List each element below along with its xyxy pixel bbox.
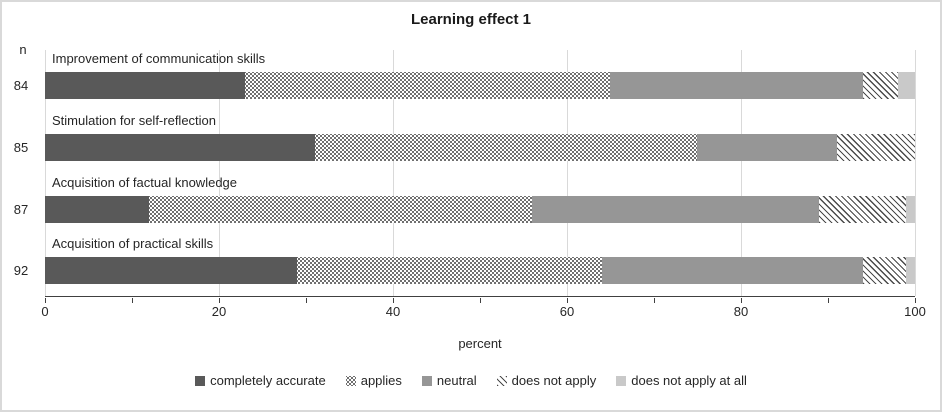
legend-swatch [345,375,356,386]
x-tick [131,298,133,303]
x-tick [827,298,829,303]
legend-swatch [195,375,206,386]
gridline [392,50,394,296]
gridline [914,50,916,296]
bar-segment-does-not-apply [862,72,898,99]
bar-segment-applies [149,195,533,223]
x-tick-label: 0 [41,304,49,319]
bar-segment-does-not-apply [862,257,907,285]
bar-segment-does-not-apply-at-all [897,72,915,99]
legend-item-does-not-apply: does not apply [496,373,597,388]
gridline [566,50,568,296]
bar-segment-applies [314,133,698,161]
n-value: 92 [13,263,29,279]
bar-row: Improvement of communication skills [45,50,915,112]
legend-swatch [496,375,507,386]
n-axis-label: n [19,42,27,57]
bar-segment-does-not-apply-at-all [906,257,915,285]
legend-item-applies: applies [345,373,402,388]
category-label: Stimulation for self-reflection [52,112,217,128]
n-value: 84 [13,78,29,93]
bar-row: Stimulation for self-reflection [45,112,915,174]
bar-segment-applies [297,257,602,285]
chart-title: Learning effect 1 [410,11,532,28]
legend-label: completely accurate [210,373,326,388]
legend-label: does not apply at all [631,373,747,388]
bar-segment-does-not-apply-at-all [906,195,915,223]
x-tick [218,298,220,303]
bar-segment-completely-accurate [45,195,150,223]
x-tick [740,298,742,303]
n-value: 87 [13,201,29,217]
x-tick [44,298,46,303]
n-value: 85 [13,139,29,155]
bar-segment-completely-accurate [45,257,298,285]
bar-segment-neutral [532,195,820,223]
bar-row: Acquisition of factual knowledge [45,174,915,236]
gridline [218,50,220,296]
legend-label: does not apply [511,373,597,388]
x-tick-label: 80 [733,304,749,319]
stacked-bar [45,257,915,285]
gridline [740,50,742,296]
stacked-bar [45,195,915,223]
legend-swatch [421,375,432,386]
bar-segment-completely-accurate [45,72,246,99]
legend-label: neutral [436,373,477,388]
bar-segment-neutral [610,72,863,99]
x-tick-label: 100 [904,304,926,319]
bar-segment-applies [245,72,611,99]
legend-item-completely-accurate: completely accurate [195,373,326,388]
legend: completely accurate applies neutral does no… [2,373,940,388]
bar-segment-does-not-apply [819,195,907,223]
stacked-bar [45,133,915,161]
bar-segment-neutral [697,133,837,161]
legend-label: applies [360,373,402,388]
legend-swatch [616,375,627,386]
x-tick [392,298,394,303]
category-label: Acquisition of factual knowledge [52,174,238,190]
x-tick [305,298,307,303]
x-tick-label: 40 [385,304,401,319]
category-label: Acquisition of practical skills [52,236,214,252]
legend-item-neutral: neutral [421,373,477,388]
x-tick-label: 20 [211,304,227,319]
bar-row: Acquisition of practical skills [45,235,915,297]
bar-segment-does-not-apply [836,133,915,161]
x-axis: 0 20 40 60 80 100 [41,297,926,323]
bar-segment-neutral [601,257,863,285]
legend-item-does-not-apply-at-all: does not apply at all [616,373,747,388]
x-tick [653,298,655,303]
x-tick [479,298,481,303]
bar-segment-completely-accurate [45,133,315,161]
plot-area: Improvement of communication skills Stimu… [44,50,916,297]
gridline [44,50,46,296]
x-tick [914,298,916,303]
x-tick-label: 60 [559,304,575,319]
x-axis-title: percent [458,336,502,351]
x-tick [566,298,568,303]
stacked-bar [45,72,915,99]
category-label: Improvement of communication skills [52,51,266,66]
